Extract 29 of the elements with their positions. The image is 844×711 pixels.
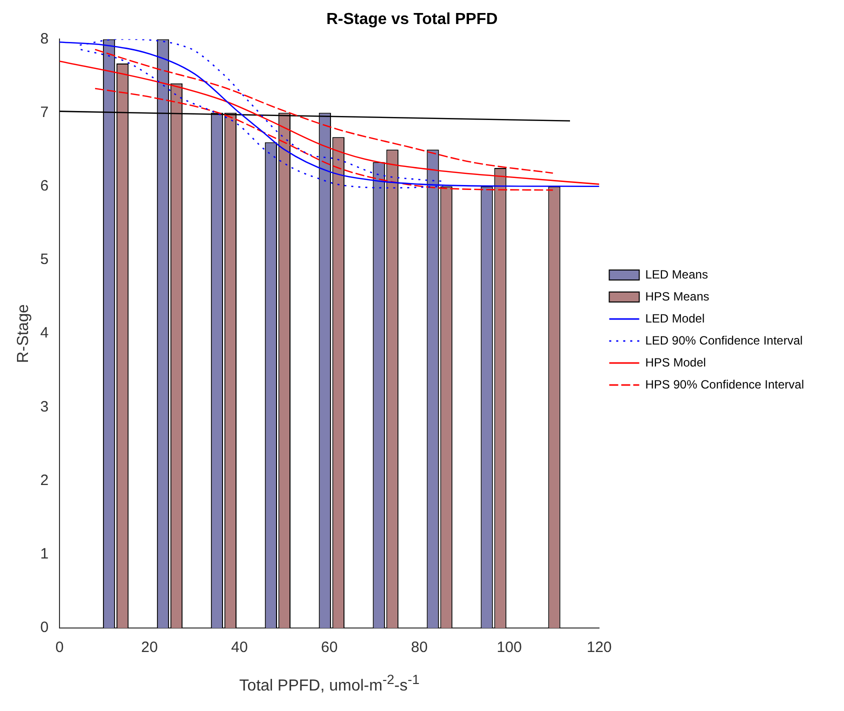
y-tick-label: 0 [40, 619, 49, 636]
y-tick-label: 6 [40, 178, 49, 195]
line-series [60, 41, 600, 188]
x-axis-title: Total PPFD, umol-m$^{-2}$-s$^{-1}$ [239, 672, 420, 696]
line-series [60, 60, 600, 185]
x-tick-label: 60 [321, 639, 338, 656]
legend-label: LED Model [645, 311, 705, 326]
y-tick-label: 2 [40, 472, 49, 489]
x-tick-label: 100 [496, 639, 522, 656]
x-tick-label: 80 [411, 639, 428, 656]
y-tick-label: 4 [40, 324, 49, 342]
legend-label: HPS Model [645, 355, 706, 370]
y-tick-label: 1 [40, 546, 49, 563]
legend-label: LED 90% Confidence Interval [645, 333, 803, 348]
y-axis-title: R-Stage [15, 304, 32, 363]
legend-label: LED Means [645, 267, 708, 282]
line-series [94, 48, 554, 174]
legend-label: HPS 90% Confidence Interval [645, 377, 804, 392]
y-tick-label: 3 [40, 398, 49, 416]
x-tick-label: 120 [586, 639, 612, 656]
chart-title: R-Stage vs Total PPFD [326, 11, 498, 28]
line-series [94, 88, 554, 191]
x-tick-label: 40 [231, 639, 248, 656]
legend-label: HPS Means [645, 289, 710, 304]
x-tick-label: 0 [55, 639, 64, 656]
y-tick-label: 5 [40, 251, 49, 268]
y-tick-label: 8 [40, 30, 49, 48]
y-tick-label: 7 [40, 104, 49, 121]
x-tick-label: 20 [141, 639, 158, 656]
